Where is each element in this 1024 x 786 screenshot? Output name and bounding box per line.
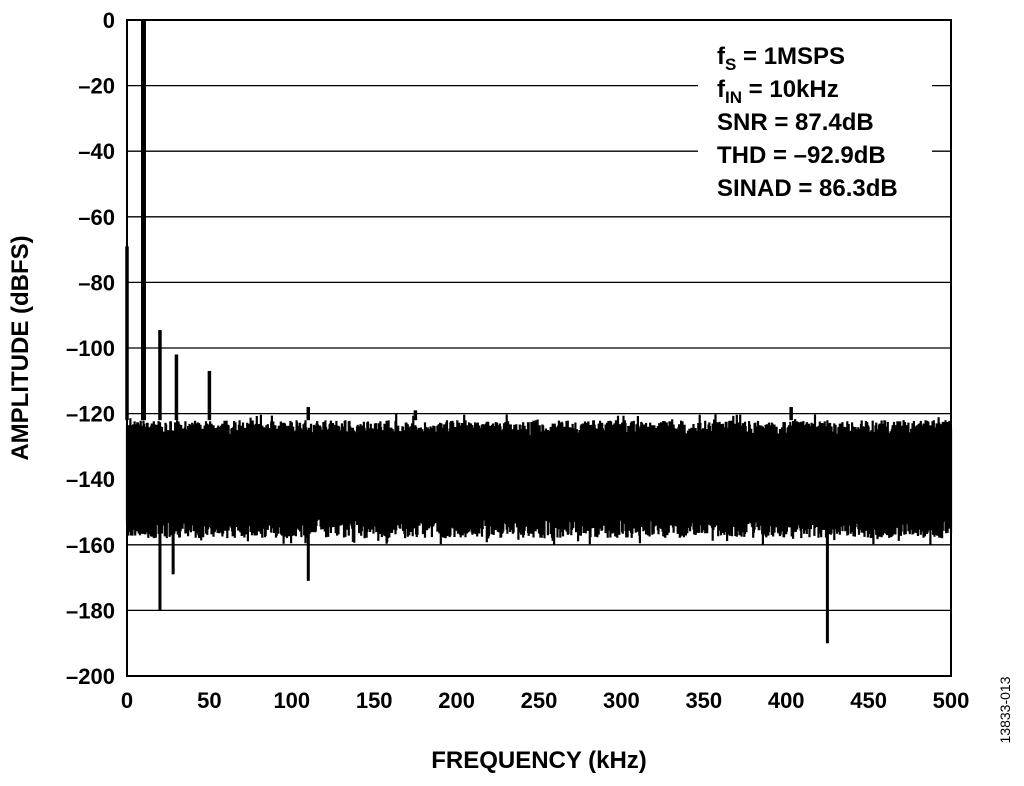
plot-frame <box>126 19 952 677</box>
x-tick-label: 100 <box>273 688 310 713</box>
y-tick-label: 0 <box>103 8 115 33</box>
x-axis-ticks: 0 50 100 150 200 250 300 350 400 450 500 <box>121 688 969 713</box>
x-tick-label: 150 <box>356 688 393 713</box>
annotation-background <box>698 36 932 216</box>
y-tick-label: –20 <box>78 74 115 99</box>
x-tick-label: 50 <box>197 688 221 713</box>
annotation-line-1: fIN = 10kHz <box>717 76 839 107</box>
annotation-line-0: fS = 1MSPS <box>717 43 845 74</box>
x-tick-label: 300 <box>603 688 640 713</box>
y-tick-label: –160 <box>66 533 115 558</box>
x-tick-label: 200 <box>438 688 475 713</box>
y-tick-label: –40 <box>78 139 115 164</box>
y-tick-label: –60 <box>78 205 115 230</box>
y-axis-ticks: 0 –20 –40 –60 –80 –100 –120 –140 –160 –180 –200 <box>66 8 115 689</box>
y-axis-title: AMPLITUDE (dBFS) <box>7 235 34 460</box>
x-tick-label: 450 <box>850 688 887 713</box>
x-tick-label: 0 <box>121 688 133 713</box>
y-tick-label: –140 <box>66 467 115 492</box>
annotation-line-3: THD = –92.9dB <box>717 142 886 169</box>
y-tick-label: –120 <box>66 402 115 427</box>
annotation-line-2: SNR = 87.4dB <box>717 109 874 136</box>
x-axis-title: FREQUENCY (kHz) <box>431 747 647 774</box>
x-tick-label: 500 <box>933 688 970 713</box>
y-tick-label: –80 <box>78 270 115 295</box>
y-tick-label: –100 <box>66 336 115 361</box>
x-tick-label: 250 <box>521 688 558 713</box>
annotation-line-4: SINAD = 86.3dB <box>717 175 898 202</box>
y-tick-label: –180 <box>66 598 115 623</box>
figure-id: 13833-013 <box>997 676 1013 743</box>
x-tick-label: 400 <box>768 688 805 713</box>
y-tick-label: –200 <box>66 664 115 689</box>
x-tick-label: 350 <box>685 688 722 713</box>
